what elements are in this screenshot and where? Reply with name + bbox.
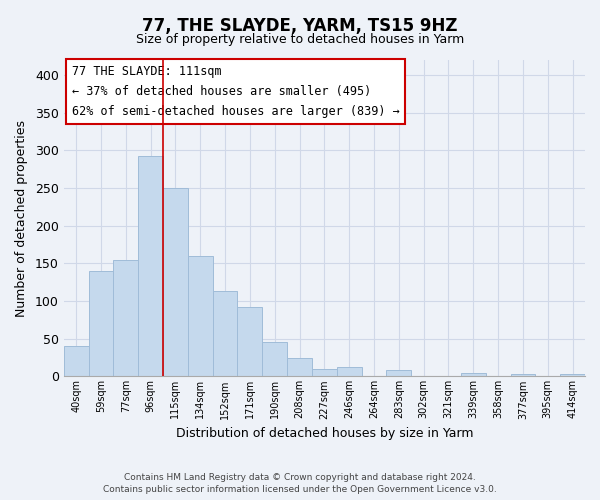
Bar [138, 156, 163, 376]
Text: 77, THE SLAYDE, YARM, TS15 9HZ: 77, THE SLAYDE, YARM, TS15 9HZ [142, 18, 458, 36]
Bar [163, 188, 188, 376]
Bar [64, 346, 89, 376]
Y-axis label: Number of detached properties: Number of detached properties [15, 120, 28, 316]
Bar [238, 307, 262, 376]
Bar [188, 256, 212, 376]
Text: Contains HM Land Registry data © Crown copyright and database right 2024.
Contai: Contains HM Land Registry data © Crown c… [103, 472, 497, 494]
Bar [312, 369, 337, 376]
Text: 77 THE SLAYDE: 111sqm
← 37% of detached houses are smaller (495)
62% of semi-det: 77 THE SLAYDE: 111sqm ← 37% of detached … [71, 64, 399, 118]
Bar [287, 358, 312, 376]
Bar [212, 292, 238, 376]
X-axis label: Distribution of detached houses by size in Yarm: Distribution of detached houses by size … [176, 427, 473, 440]
Bar [262, 342, 287, 376]
Bar [560, 374, 585, 376]
Bar [89, 271, 113, 376]
Bar [337, 366, 362, 376]
Bar [386, 370, 411, 376]
Bar [113, 260, 138, 376]
Text: Size of property relative to detached houses in Yarm: Size of property relative to detached ho… [136, 32, 464, 46]
Bar [511, 374, 535, 376]
Bar [461, 372, 486, 376]
